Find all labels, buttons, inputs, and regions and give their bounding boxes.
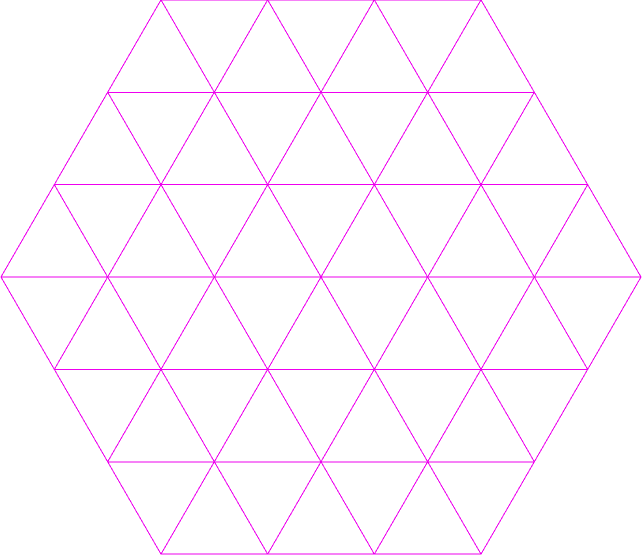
grid-line-family3-5 bbox=[53, 0, 269, 370]
grid-line-family3-2 bbox=[267, 92, 535, 555]
grid-line-family3-3 bbox=[160, 0, 482, 555]
grid-line-family3-1 bbox=[373, 184, 589, 555]
grid-line-family2-2 bbox=[267, 0, 535, 462]
grid-line-family2-4 bbox=[107, 92, 375, 555]
grid-line-family3-4 bbox=[107, 0, 375, 462]
